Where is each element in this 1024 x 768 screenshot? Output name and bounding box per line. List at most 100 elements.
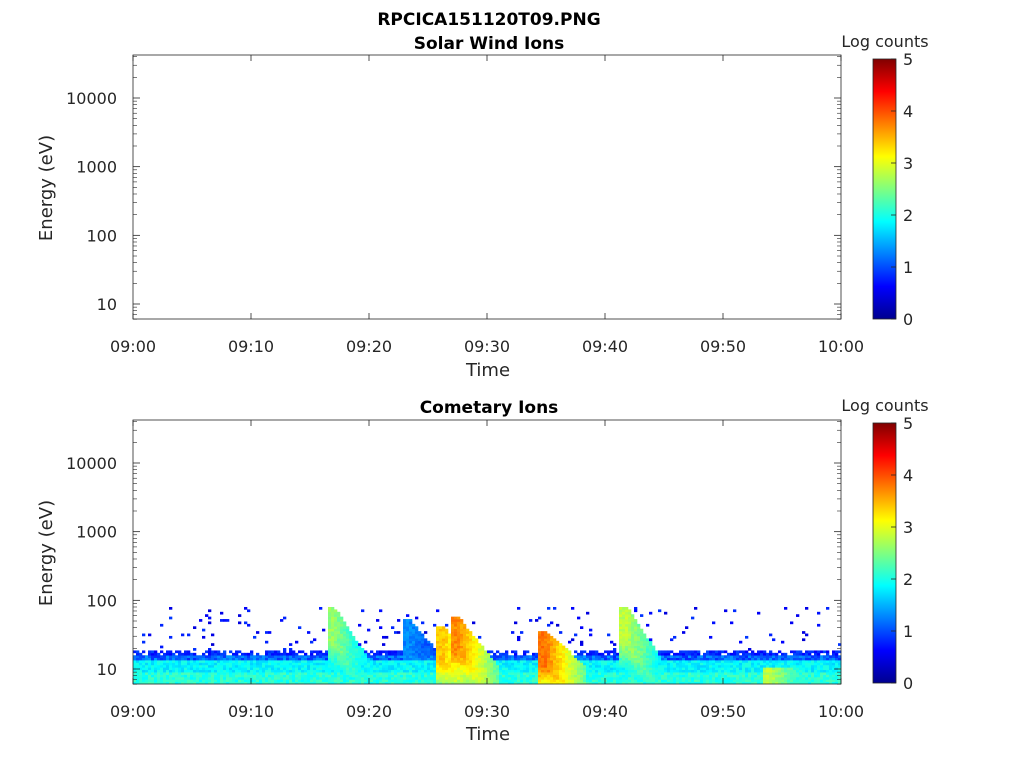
heatmap-cell <box>169 655 173 658</box>
heatmap-cell <box>751 660 755 663</box>
heatmap-cell <box>460 621 464 625</box>
heatmap-cell <box>145 669 149 673</box>
heatmap-cell <box>322 660 326 663</box>
heatmap-cell <box>817 611 821 615</box>
heatmap-cell <box>601 652 605 656</box>
heatmap-cell <box>643 669 647 673</box>
heatmap-cell <box>340 623 344 627</box>
heatmap-cell <box>382 667 386 671</box>
heatmap-cell <box>394 655 398 658</box>
heatmap-cell <box>322 672 326 675</box>
heatmap-cell <box>484 667 488 671</box>
heatmap-cell <box>634 631 638 634</box>
heatmap-cell <box>745 681 749 685</box>
heatmap-cell <box>448 657 452 661</box>
heatmap-cell <box>451 648 455 651</box>
heatmap-cell <box>142 674 146 678</box>
heatmap-cell <box>793 664 797 668</box>
heatmap-cell <box>652 669 656 673</box>
heatmap-cell <box>625 679 629 683</box>
heatmap-cell <box>634 662 638 666</box>
heatmap-cell <box>592 681 596 685</box>
heatmap-cell <box>205 672 209 675</box>
heatmap-cell <box>319 674 323 678</box>
heatmap-cell <box>622 616 626 620</box>
heatmap-cell <box>646 652 650 656</box>
heatmap-cell <box>307 667 311 671</box>
heatmap-cell <box>415 616 419 620</box>
heatmap-cell <box>211 674 215 678</box>
heatmap-cell <box>700 672 704 675</box>
heatmap-cell <box>370 662 374 666</box>
heatmap-cell <box>259 676 263 680</box>
heatmap-cell <box>142 664 146 668</box>
heatmap-cell <box>334 674 338 678</box>
heatmap-cell <box>535 657 539 661</box>
heatmap-cell <box>316 660 320 663</box>
heatmap-cell <box>745 674 749 678</box>
heatmap-cell <box>190 667 194 671</box>
heatmap-cell <box>697 657 701 661</box>
heatmap-cell <box>346 672 350 675</box>
heatmap-cell <box>703 676 707 680</box>
heatmap-cell <box>658 652 662 656</box>
heatmap-cell <box>394 667 398 671</box>
heatmap-cell <box>808 667 812 671</box>
heatmap-cell <box>235 674 239 678</box>
heatmap-cell <box>502 672 506 675</box>
heatmap-cell <box>301 669 305 673</box>
heatmap-cell <box>574 669 578 673</box>
heatmap-cell <box>244 662 248 666</box>
heatmap-cell <box>310 667 314 671</box>
heatmap-cell <box>661 676 665 680</box>
heatmap-cell <box>331 648 335 651</box>
heatmap-cell <box>328 667 332 671</box>
heatmap-cell <box>805 679 809 683</box>
heatmap-cell <box>208 609 212 613</box>
heatmap-cell <box>379 652 383 656</box>
heatmap-cell <box>544 650 548 654</box>
heatmap-cell <box>832 652 836 656</box>
heatmap-cell <box>358 674 362 678</box>
heatmap-cell <box>622 676 626 680</box>
heatmap-cell <box>241 679 245 683</box>
heatmap-cell <box>562 660 566 663</box>
heatmap-cell <box>421 667 425 671</box>
heatmap-cell <box>322 679 326 683</box>
heatmap-cell <box>448 645 452 649</box>
heatmap-cell <box>346 676 350 680</box>
heatmap-cell <box>469 681 473 685</box>
heatmap-cell <box>271 662 275 666</box>
heatmap-cell <box>184 657 188 661</box>
heatmap-cell <box>430 664 434 668</box>
heatmap-cell <box>640 657 644 661</box>
heatmap-cell <box>712 621 716 625</box>
heatmap-cell <box>619 662 623 666</box>
heatmap-cell <box>673 667 677 671</box>
heatmap-cell <box>589 655 593 658</box>
heatmap-cell <box>328 638 332 642</box>
heatmap-cell <box>241 676 245 680</box>
heatmap-cell <box>514 667 518 671</box>
heatmap-cell <box>586 655 590 658</box>
heatmap-cell <box>472 672 476 675</box>
heatmap-cell <box>658 657 662 661</box>
heatmap-cell <box>730 657 734 661</box>
heatmap-cell <box>628 621 632 625</box>
heatmap-cell <box>727 674 731 678</box>
heatmap-cell <box>421 635 425 639</box>
heatmap-cell <box>787 657 791 661</box>
heatmap-cell <box>175 660 179 663</box>
heatmap-cell <box>580 655 584 658</box>
heatmap-cell <box>736 669 740 673</box>
heatmap-cell <box>349 667 353 671</box>
heatmap-cell <box>301 679 305 683</box>
heatmap-cell <box>550 681 554 685</box>
heatmap-cell <box>757 662 761 666</box>
colorbar-tick-label: 5 <box>903 414 913 433</box>
heatmap-cell <box>688 650 692 654</box>
heatmap-cell <box>190 679 194 683</box>
heatmap-cell <box>436 626 440 630</box>
y-tick-label: 100 <box>86 226 117 245</box>
